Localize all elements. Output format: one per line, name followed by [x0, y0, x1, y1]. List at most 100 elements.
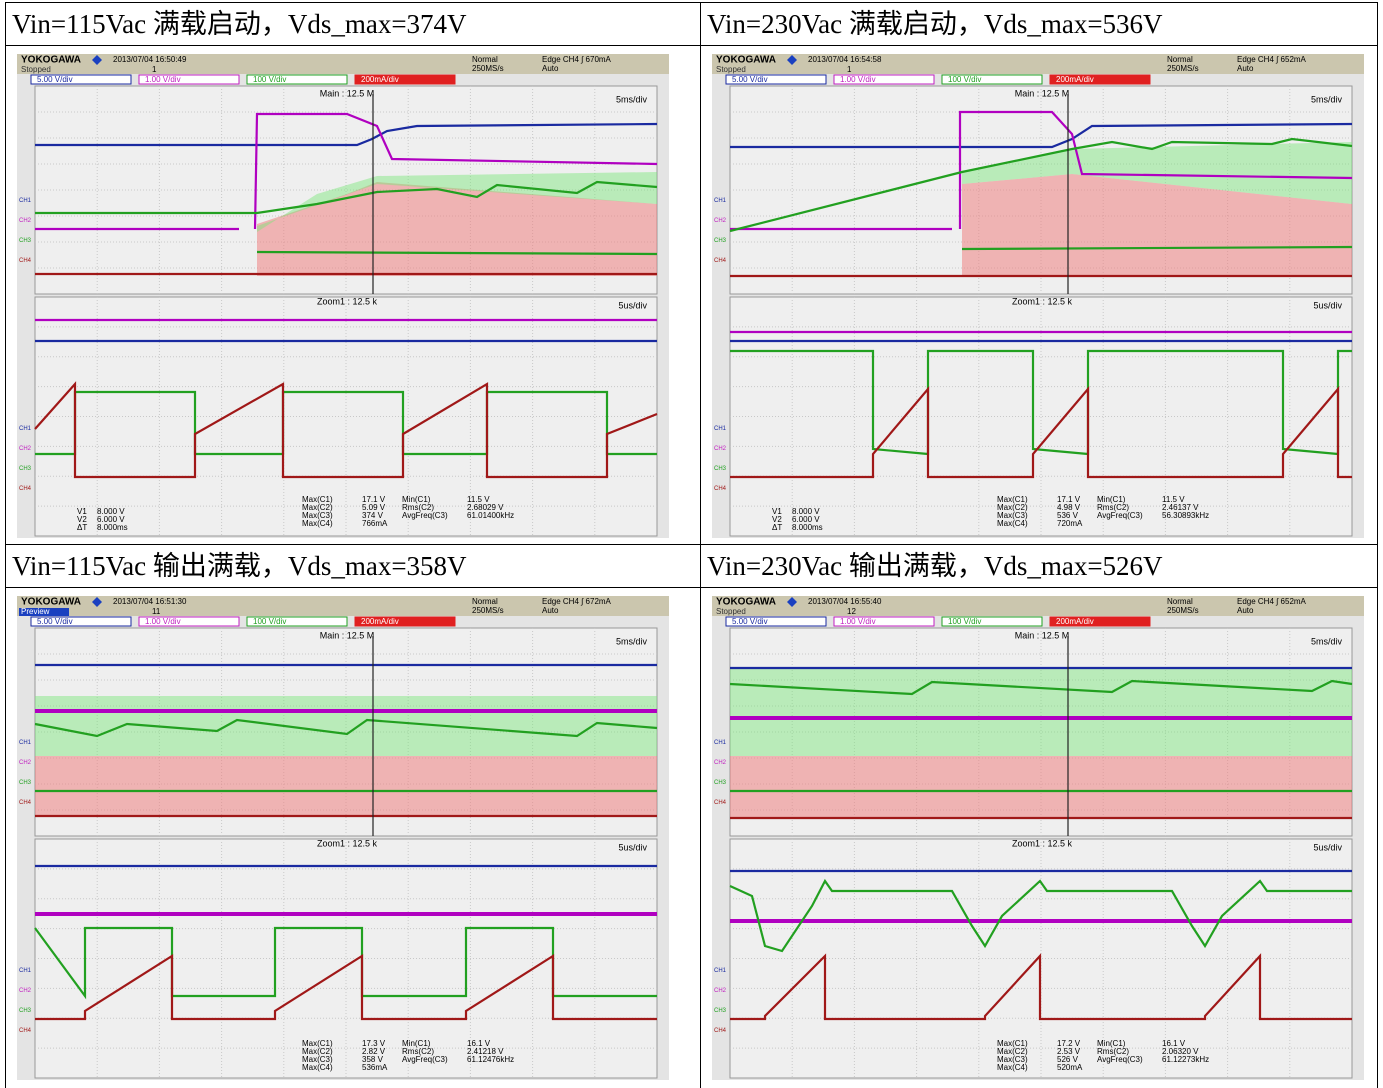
channel-label: CH3	[714, 1008, 727, 1014]
channel-label: CH2	[714, 446, 727, 452]
channel-scale: 100 V/div	[253, 617, 286, 626]
cursor-value: 8.000ms	[792, 523, 823, 532]
channel-label: CH3	[19, 466, 32, 472]
channel-scale: 100 V/div	[253, 75, 286, 84]
trigger-mode: Auto	[1237, 606, 1254, 615]
count: 1	[152, 65, 157, 74]
caption: Vin=230Vac 输出满载，Vds_max=526V	[701, 545, 1378, 588]
channel-scale: 1.00 V/div	[840, 617, 876, 626]
cursor-name: ΔT	[772, 523, 782, 532]
mode: Normal	[1167, 55, 1193, 64]
channel-label: CH4	[19, 800, 32, 806]
oscilloscope-screen: YOKOGAWA2013/07/04 16:51:30Preview11Norm…	[17, 596, 669, 1080]
channel-label: CH2	[19, 218, 32, 224]
measure-value: 61.01400kHz	[467, 511, 514, 520]
zoom-timebase: 5us/div	[1313, 842, 1342, 852]
trigger: Edge CH4 ∫ 652mA	[1237, 597, 1307, 606]
channel-label: CH2	[19, 760, 32, 766]
zoom-label: Zoom1 : 12.5 k	[317, 838, 378, 848]
main-timebase: 5ms/div	[616, 636, 648, 646]
channel-label: CH1	[714, 740, 727, 746]
measure-value: 766mA	[362, 519, 388, 528]
main-label: Main : 12.5 M	[1015, 630, 1070, 640]
trigger: Edge CH4 ∫ 672mA	[542, 597, 612, 606]
brand: YOKOGAWA	[716, 597, 776, 608]
channel-scale: 1.00 V/div	[145, 75, 181, 84]
channel-scale: 1.00 V/div	[840, 75, 876, 84]
channel-label: CH2	[714, 988, 727, 994]
main-label: Main : 12.5 M	[320, 630, 375, 640]
channel-label: CH1	[19, 426, 32, 432]
channel-label: CH1	[714, 198, 727, 204]
brand: YOKOGAWA	[21, 597, 81, 608]
caption: Vin=115Vac 满载启动，Vds_max=374V	[6, 3, 701, 46]
zoom-label: Zoom1 : 12.5 k	[1012, 838, 1073, 848]
channel-label: CH2	[714, 218, 727, 224]
timestamp: 2013/07/04 16:55:40	[808, 597, 882, 606]
measure-value: 61.12476kHz	[467, 1055, 514, 1064]
sample-rate: 250MS/s	[472, 64, 504, 73]
trace-envelope	[730, 756, 1352, 818]
cursor-value: 8.000ms	[97, 523, 128, 532]
channel-scale: 5.00 V/div	[732, 75, 768, 84]
channel-label: CH1	[714, 426, 727, 432]
timestamp: 2013/07/04 16:51:30	[113, 597, 187, 606]
channel-scale: 1.00 V/div	[145, 617, 181, 626]
count: 1	[847, 65, 852, 74]
channel-label: CH2	[19, 988, 32, 994]
trigger-mode: Auto	[542, 606, 559, 615]
measure-name: AvgFreq(C3)	[402, 511, 448, 520]
channel-label: CH4	[714, 800, 727, 806]
channel-label: CH2	[19, 446, 32, 452]
channel-scale: 5.00 V/div	[732, 617, 768, 626]
timestamp: 2013/07/04 16:54:58	[808, 55, 882, 64]
result-table: Vin=115Vac 满载启动，Vds_max=374VVin=230Vac 满…	[5, 2, 1378, 1088]
trace-envelope	[35, 696, 657, 756]
zoom-label: Zoom1 : 12.5 k	[1012, 296, 1073, 306]
status: Stopped	[21, 65, 51, 74]
main-label: Main : 12.5 M	[1015, 88, 1070, 98]
channel-label: CH3	[714, 466, 727, 472]
measure-value: 720mA	[1057, 519, 1083, 528]
main-timebase: 5ms/div	[1311, 636, 1343, 646]
channel-label: CH4	[714, 1028, 727, 1034]
channel-scale: 200mA/div	[361, 75, 399, 84]
channel-scale: 200mA/div	[361, 617, 399, 626]
measure-value: 536mA	[362, 1063, 388, 1072]
main-timebase: 5ms/div	[616, 94, 648, 104]
channel-label: CH4	[714, 258, 727, 264]
measure-name: Max(C4)	[997, 1063, 1028, 1072]
channel-label: CH4	[714, 486, 727, 492]
trigger: Edge CH4 ∫ 652mA	[1237, 55, 1307, 64]
channel-scale: 5.00 V/div	[37, 75, 73, 84]
channel-scale: 100 V/div	[948, 75, 981, 84]
zoom-label: Zoom1 : 12.5 k	[317, 296, 378, 306]
measure-value: 520mA	[1057, 1063, 1083, 1072]
status: Stopped	[716, 607, 746, 616]
brand: YOKOGAWA	[21, 55, 81, 66]
cursor-name: ΔT	[77, 523, 87, 532]
channel-label: CH4	[19, 1028, 32, 1034]
channel-label: CH1	[19, 198, 32, 204]
timestamp: 2013/07/04 16:50:49	[113, 55, 187, 64]
trace-envelope	[730, 668, 1352, 756]
measure-name: AvgFreq(C3)	[402, 1055, 448, 1064]
trace-envelope	[35, 756, 657, 816]
status: Preview	[21, 607, 50, 616]
channel-label: CH3	[19, 780, 32, 786]
sample-rate: 250MS/s	[1167, 606, 1199, 615]
sample-rate: 250MS/s	[472, 606, 504, 615]
mode: Normal	[1167, 597, 1193, 606]
measure-value: 56.30893kHz	[1162, 511, 1209, 520]
measure-name: AvgFreq(C3)	[1097, 1055, 1143, 1064]
channel-label: CH2	[714, 760, 727, 766]
scope-cell: YOKOGAWA2013/07/04 16:51:30Preview11Norm…	[6, 588, 701, 1088]
trigger: Edge CH4 ∫ 670mA	[542, 55, 612, 64]
channel-scale: 200mA/div	[1056, 75, 1094, 84]
measure-name: Max(C4)	[302, 519, 333, 528]
main-label: Main : 12.5 M	[320, 88, 375, 98]
channel-scale: 100 V/div	[948, 617, 981, 626]
trigger-mode: Auto	[1237, 64, 1254, 73]
